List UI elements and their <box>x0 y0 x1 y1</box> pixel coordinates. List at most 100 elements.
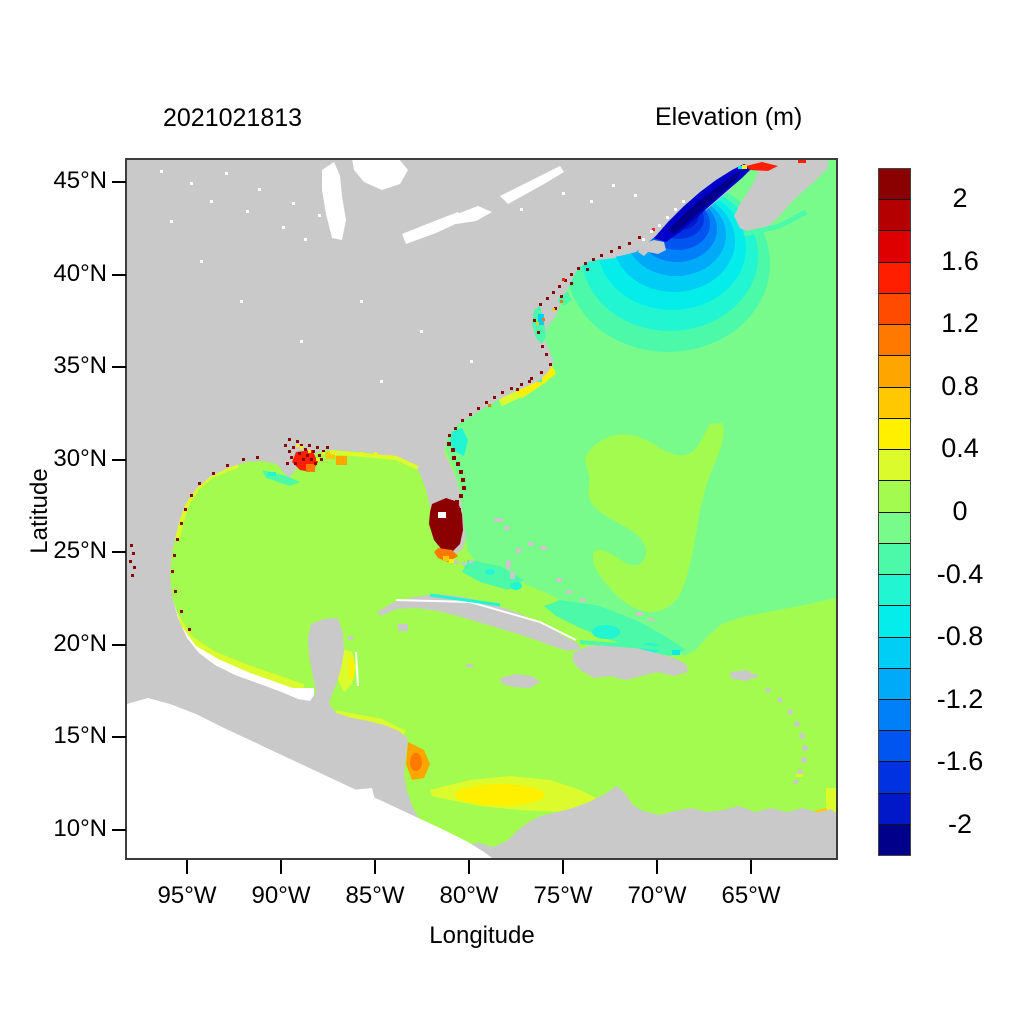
louisiana-orange-2 <box>336 456 347 465</box>
hispaniola-cyan-dot <box>672 650 680 655</box>
y-tick-mark <box>112 551 126 553</box>
colorbar-tick-label: 0 <box>952 495 968 526</box>
map-canvas <box>127 158 836 858</box>
x-axis-label: Longitude <box>429 922 535 949</box>
water-sargasso-patch <box>585 423 724 612</box>
colorbar-cell <box>879 417 910 450</box>
y-tick-mark <box>112 829 126 831</box>
y-tick-mark <box>112 181 126 183</box>
island-cuba <box>377 594 581 651</box>
lake-nicaragua <box>352 788 376 816</box>
map-plot-area <box>127 158 836 858</box>
island-cayman <box>466 664 473 667</box>
colorbar-cell <box>879 480 910 512</box>
y-tick-label: 45°N <box>53 166 107 194</box>
mississippi-sound-turquoise <box>268 472 276 476</box>
y-tick-mark <box>112 366 126 368</box>
y-tick-label: 20°N <box>53 629 107 657</box>
y-tick-label: 35°N <box>53 351 107 379</box>
great-lakes <box>322 158 564 244</box>
y-tick-label: 10°N <box>53 814 107 842</box>
colorbar-tick-label: -0.8 <box>936 620 984 651</box>
y-tick-mark <box>112 736 126 738</box>
x-tick-label: 70°W <box>627 882 687 909</box>
colorbar-tick-label: -2 <box>947 808 973 839</box>
belize-reef-line <box>355 651 359 687</box>
colorbar-cell <box>879 292 910 325</box>
cuba-north-fringe <box>395 599 577 641</box>
colorbar-cell <box>879 667 910 699</box>
x-tick-mark <box>280 860 282 874</box>
x-tick-label: 95°W <box>157 882 217 909</box>
y-tick-label: 25°N <box>53 536 107 564</box>
island-cozumel <box>348 636 353 640</box>
colorbar-cell <box>879 605 910 637</box>
island-long-island <box>574 252 616 262</box>
x-tick-mark <box>186 860 188 874</box>
lake-okeechobee-overlay <box>438 512 446 518</box>
colorbar-tick-label: 0.8 <box>941 370 979 401</box>
colombia-basin-yellow-core <box>455 784 545 806</box>
louisiana-amber <box>326 452 335 459</box>
island-trinidad <box>816 810 834 828</box>
x-tick-label: 80°W <box>439 882 499 909</box>
colorbar-cell <box>879 230 910 262</box>
colorbar-cell <box>879 823 910 856</box>
wet-dry-cell-speckles <box>129 170 685 631</box>
colorbar-cell <box>879 199 910 231</box>
x-tick-mark <box>468 860 470 874</box>
colorbar-cell <box>879 730 910 762</box>
minas-cyan-dot <box>738 166 742 169</box>
nova-scotia-mint-shore <box>743 209 808 237</box>
colorbar-tick-label: -1.2 <box>936 683 984 714</box>
colorbar-cell <box>879 511 910 543</box>
everglades-darkred-blob <box>429 498 463 552</box>
everglades-yellow-dot <box>449 559 454 563</box>
colorbar-cell <box>879 449 910 481</box>
x-tick-mark <box>562 860 564 874</box>
plot-title-datestamp: 2021021813 <box>163 104 303 132</box>
colorbar-tick-label: -1.6 <box>936 746 984 777</box>
x-tick-label: 65°W <box>721 882 781 909</box>
island-hispaniola <box>572 644 688 680</box>
colorbar-tick-label: -0.4 <box>936 558 984 589</box>
colorbar-cell <box>879 698 910 731</box>
y-tick-label: 15°N <box>53 721 107 749</box>
islands-lesser-antilles <box>752 673 808 785</box>
x-tick-label: 90°W <box>251 882 311 909</box>
pacific-nodata <box>127 698 492 858</box>
corner-water <box>828 160 836 171</box>
colorbar-tick-label: 2 <box>952 183 968 214</box>
x-tick-label: 85°W <box>345 882 405 909</box>
antilles-yellow-dash <box>796 774 803 777</box>
x-tick-mark <box>750 860 752 874</box>
y-tick-mark <box>112 459 126 461</box>
water-mint-bahamas <box>462 560 524 590</box>
colorbar-cell <box>879 386 910 418</box>
island-puerto-rico <box>730 670 754 681</box>
colorbar-cell <box>879 636 910 668</box>
x-tick-label: 75°W <box>533 882 593 909</box>
island-cape-cod <box>638 240 666 256</box>
minas-yellow-dot <box>742 165 747 169</box>
belize-yellow-core <box>349 658 354 678</box>
colorbar-tick-label: 1.2 <box>941 308 979 339</box>
colorbar <box>878 168 911 856</box>
colorbar-cell <box>879 792 910 824</box>
water-turquoise-patch <box>510 582 522 590</box>
chesapeake-cyan <box>538 314 544 325</box>
colorbar-tick-label: 0.4 <box>941 433 979 464</box>
fundy-wedge-navy <box>668 170 742 234</box>
colorbar-cell <box>879 574 910 606</box>
pei-red-dash <box>798 160 806 163</box>
everglades-orange-fringe <box>434 548 458 562</box>
x-tick-mark <box>656 860 658 874</box>
land-north-america <box>127 158 836 858</box>
islands-bahamas <box>494 518 654 621</box>
colorbar-cell <box>879 324 910 356</box>
hispaniola-north-mint <box>579 640 661 650</box>
y-tick-mark <box>112 644 126 646</box>
nicaragua-orange-core <box>410 753 422 771</box>
everglades-amber-dot <box>443 556 449 561</box>
